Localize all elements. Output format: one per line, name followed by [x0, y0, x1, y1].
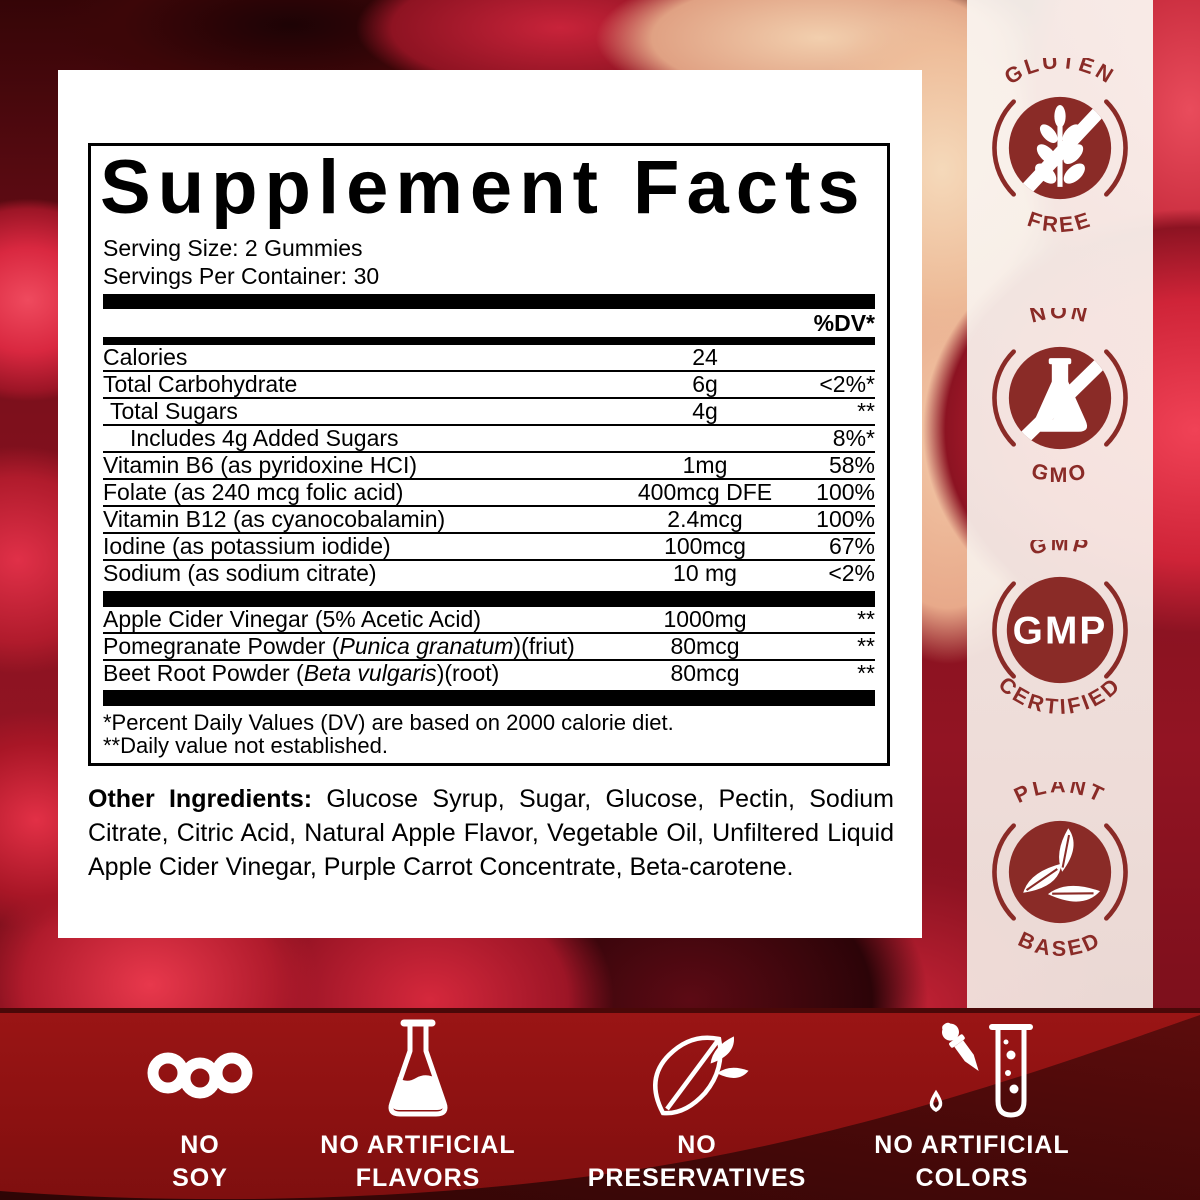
nutrient-dv: ** [857, 398, 875, 424]
feature-no-soy: NO SOY [70, 1013, 330, 1200]
ingredient-name: Beet Root Powder (Beta vulgaris)(root) [103, 660, 500, 686]
svg-text:NON: NON [1028, 308, 1093, 328]
feature-label: NO SOY [172, 1131, 228, 1192]
nutrient-dv: 8%* [832, 425, 875, 451]
table-row: Total Carbohydrate 6g <2%* [103, 372, 875, 399]
dark-sweep-shape [0, 1015, 1200, 1200]
nutrient-dv: 100% [816, 479, 875, 505]
ingredient-amount: 1000mg [663, 606, 747, 632]
ingredient-dv: ** [857, 660, 875, 686]
nutrient-name: Vitamin B6 (as pyridoxine HCI) [103, 452, 418, 478]
svg-text:GMO: GMO [1029, 459, 1091, 487]
divider-bar [103, 690, 875, 706]
certification-badge-strip: GLUTEN FREE NON GMO [967, 0, 1153, 1008]
wheat-crossed-icon [1014, 96, 1112, 200]
ingredient-dv: ** [857, 606, 875, 632]
nutrient-amount: 100mcg [664, 533, 746, 559]
feature-no-preservatives: NO PRESERVATIVES [567, 1013, 827, 1200]
nutrient-amount: 1mg [682, 452, 728, 478]
gmp-center-text: GMP [1013, 609, 1108, 652]
divider-bar [103, 591, 875, 607]
table-row: Pomegranate Powder (Punica granatum)(fri… [103, 634, 875, 661]
svg-text:BASED: BASED [1015, 927, 1106, 961]
ingredient-amount: 80mcg [670, 633, 740, 659]
leaves-icon [567, 1013, 827, 1121]
other-ingredients: Other Ingredients: Glucose Syrup, Sugar,… [88, 782, 894, 884]
footnote-dv: *Percent Daily Values (DV) are based on … [103, 710, 674, 735]
footnote-not-established: **Daily value not established. [103, 733, 388, 758]
dv-column-header: %DV* [813, 310, 875, 336]
nutrient-dv: <2%* [819, 371, 875, 397]
serving-size: Serving Size: 2 Gummies [103, 235, 363, 261]
table-row: Vitamin B6 (as pyridoxine HCI) 1mg 58% [103, 453, 875, 480]
servings-per-container: Servings Per Container: 30 [103, 263, 380, 289]
soybean-icon [70, 1013, 330, 1121]
nutrient-name: Vitamin B12 (as cyanocobalamin) [103, 506, 446, 532]
nutrient-dv: 67% [828, 533, 875, 559]
table-row: Calories 24 [103, 345, 875, 372]
nutrient-name: Sodium (as sodium citrate) [103, 560, 377, 586]
dropper-test-tube-icon [842, 1013, 1102, 1121]
table-row: Vitamin B12 (as cyanocobalamin) 2.4mcg 1… [103, 507, 875, 534]
nutrient-name: Includes 4g Added Sugars [130, 425, 399, 451]
nutrient-dv: 100% [816, 506, 875, 532]
nutrient-name: Calories [103, 344, 188, 370]
feature-label: NO ARTIFICIAL FLAVORS [320, 1131, 516, 1192]
svg-text:GMP: GMP [1027, 540, 1093, 560]
supplement-facts-panel: Supplement Facts Serving Size: 2 Gummies… [88, 143, 890, 766]
gluten-free-badge: GLUTEN FREE [992, 58, 1128, 237]
svg-text:GLUTEN: GLUTEN [1000, 58, 1119, 89]
ingredient-name: Apple Cider Vinegar (5% Acetic Acid) [103, 606, 481, 632]
flask-icon [288, 1013, 548, 1121]
feature-label: NO PRESERVATIVES [587, 1131, 807, 1192]
feature-label: NO ARTIFICIAL COLORS [874, 1131, 1070, 1192]
gmp-certified-badge: GMP CERTIFIED GMP [992, 540, 1128, 719]
nutrient-dv: 58% [828, 452, 875, 478]
non-gmo-badge: NON GMO [992, 308, 1128, 487]
svg-text:PLANT: PLANT [1010, 782, 1109, 808]
other-ingredients-text: Glucose Syrup, Sugar, Glucose, Pectin, S… [88, 785, 895, 881]
ingredient-amount: 80mcg [670, 660, 740, 686]
feature-no-artificial-colors: NO ARTIFICIAL COLORS [842, 1013, 1102, 1200]
table-row: Beet Root Powder (Beta vulgaris)(root) 8… [103, 661, 875, 686]
nutrient-name: Total Carbohydrate [103, 371, 298, 397]
nutrient-amount: 24 [692, 344, 718, 370]
nutrient-amount: 2.4mcg [667, 506, 743, 532]
other-ingredients-label: Other Ingredients: [88, 785, 313, 813]
panel-title: Supplement Facts [100, 145, 867, 230]
nutrient-amount: 10 mg [673, 560, 737, 586]
lab-flask-crossed-icon [1012, 348, 1112, 450]
nutrient-name: Total Sugars [110, 398, 238, 424]
label-card: Supplement Facts Serving Size: 2 Gummies… [58, 70, 922, 938]
divider-bar [103, 294, 875, 309]
ingredient-dv: ** [857, 633, 875, 659]
nutrient-amount: 6g [692, 371, 718, 397]
table-row: Total Sugars 4g ** [103, 399, 875, 426]
feature-no-artificial-flavors: NO ARTIFICIAL FLAVORS [288, 1013, 548, 1200]
nutrient-name: Folate (as 240 mcg folic acid) [103, 479, 404, 505]
divider-bar [103, 337, 875, 345]
table-row: Iodine (as potassium iodide) 100mcg 67% [103, 534, 875, 561]
bottom-feature-bar: NO SOY NO ARTIFICIAL FLAVORS [0, 1008, 1200, 1200]
nutrient-dv: <2% [828, 560, 875, 586]
nutrient-name: Iodine (as potassium iodide) [103, 533, 391, 559]
table-row: Sodium (as sodium citrate) 10 mg <2% [103, 561, 875, 586]
table-row: Apple Cider Vinegar (5% Acetic Acid) 100… [103, 607, 875, 634]
nutrient-amount: 400mcg DFE [637, 479, 773, 505]
plant-based-badge: PLANT BASED [992, 782, 1128, 961]
ingredient-name: Pomegranate Powder (Punica granatum)(fri… [103, 633, 575, 659]
table-row: Folate (as 240 mcg folic acid) 400mcg DF… [103, 480, 875, 507]
nutrient-amount: 4g [692, 398, 718, 424]
leaves-icon [1023, 828, 1101, 902]
table-row: Includes 4g Added Sugars 8%* [103, 426, 875, 453]
svg-text:FREE: FREE [1025, 207, 1096, 237]
